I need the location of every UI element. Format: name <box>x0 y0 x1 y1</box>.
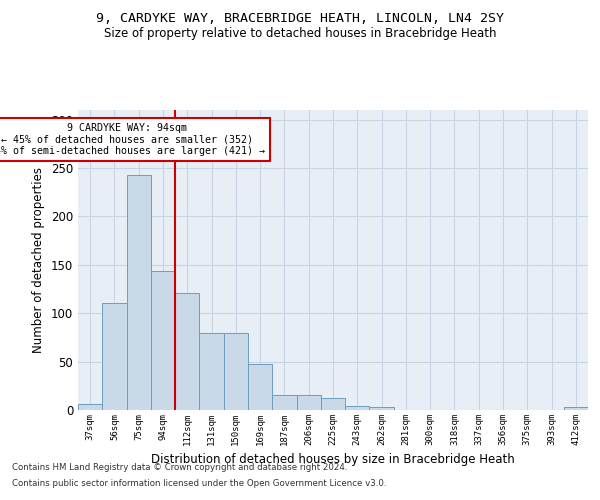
Bar <box>321 398 345 410</box>
Bar <box>224 332 248 410</box>
Bar <box>296 396 321 410</box>
Text: Contains public sector information licensed under the Open Government Licence v3: Contains public sector information licen… <box>12 478 386 488</box>
Y-axis label: Number of detached properties: Number of detached properties <box>32 167 46 353</box>
Text: 9, CARDYKE WAY, BRACEBRIDGE HEATH, LINCOLN, LN4 2SY: 9, CARDYKE WAY, BRACEBRIDGE HEATH, LINCO… <box>96 12 504 26</box>
Text: Contains HM Land Registry data © Crown copyright and database right 2024.: Contains HM Land Registry data © Crown c… <box>12 464 347 472</box>
Bar <box>102 302 127 410</box>
Bar <box>345 406 370 410</box>
Bar <box>248 364 272 410</box>
Bar <box>78 404 102 410</box>
Bar <box>564 407 588 410</box>
Bar <box>199 332 224 410</box>
Bar <box>175 293 199 410</box>
Bar <box>127 175 151 410</box>
Text: Size of property relative to detached houses in Bracebridge Heath: Size of property relative to detached ho… <box>104 28 496 40</box>
Bar <box>370 407 394 410</box>
Bar <box>272 396 296 410</box>
X-axis label: Distribution of detached houses by size in Bracebridge Heath: Distribution of detached houses by size … <box>151 454 515 466</box>
Bar <box>151 270 175 410</box>
Text: 9 CARDYKE WAY: 94sqm
← 45% of detached houses are smaller (352)
54% of semi-deta: 9 CARDYKE WAY: 94sqm ← 45% of detached h… <box>0 122 265 156</box>
